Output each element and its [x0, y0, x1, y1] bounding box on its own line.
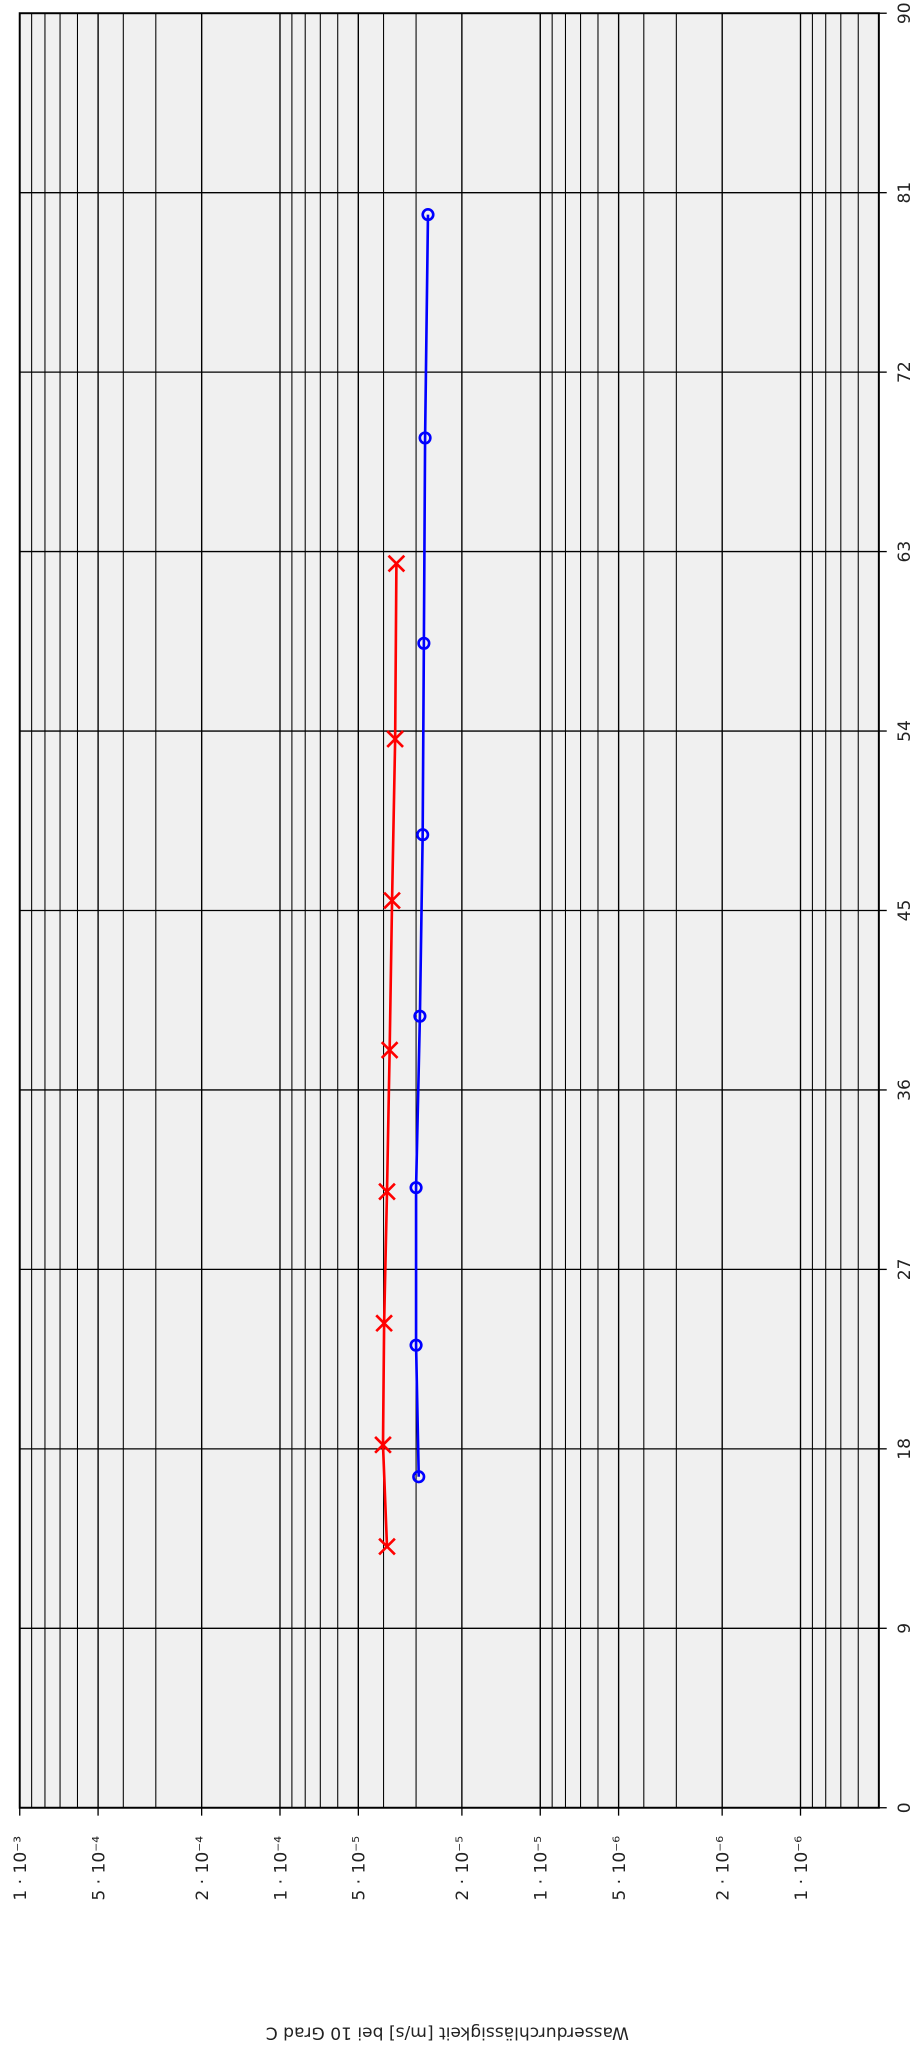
data-point [409, 1181, 423, 1195]
data-point [418, 431, 432, 445]
data-point [380, 1041, 399, 1059]
x-tick-label: 36 [895, 1079, 915, 1101]
data-point [374, 1436, 392, 1454]
data-point [375, 1314, 393, 1333]
y-tick-label: 1 · 10⁻³ [11, 1836, 31, 1901]
x-tick-label: 9 [895, 1623, 915, 1634]
x-tick-label: 45 [895, 900, 915, 922]
data-point [409, 1338, 423, 1352]
data-point [378, 1537, 396, 1556]
data-point [413, 1009, 427, 1023]
y-tick-label: 5 · 10⁻⁶ [610, 1836, 630, 1901]
y-axis-title: Wasserdurchlässigkeit [m/s] bei 10 Grad … [266, 2023, 629, 2043]
series-line [414, 214, 430, 1477]
y-tick-label: 5 · 10⁻⁵ [350, 1836, 370, 1901]
y-tick-label: 1 · 10⁻⁶ [792, 1836, 812, 1901]
y-tick-label: 2 · 10⁻⁴ [193, 1836, 213, 1901]
data-point [378, 1182, 396, 1201]
y-tick-label: 2 · 10⁻⁵ [453, 1836, 473, 1901]
x-tick-label: 81 [895, 182, 915, 204]
x-tick-label: 90 [895, 2, 915, 24]
series-line [381, 563, 398, 1547]
data-point [387, 554, 406, 573]
y-tick-label: 2 · 10⁻⁶ [713, 1836, 733, 1901]
x-tick-label: 63 [895, 541, 915, 563]
data-point [412, 1470, 426, 1484]
x-tick-label: 72 [895, 361, 915, 383]
x-tick-label: 54 [895, 720, 915, 742]
x-tick-label: 18 [895, 1438, 915, 1460]
y-tick-label: 1 · 10⁻⁴ [271, 1836, 291, 1901]
data-point [383, 891, 401, 910]
x-tick-label: 0 [895, 1802, 915, 1813]
data-point [416, 828, 430, 842]
plot-border [18, 12, 880, 1809]
y-tick-label: 5 · 10⁻⁴ [89, 1836, 109, 1901]
data-point [417, 636, 431, 650]
y-tick-label: 1 · 10⁻⁵ [532, 1836, 552, 1901]
data-point [386, 730, 404, 748]
x-tick-label: 27 [895, 1259, 915, 1281]
data-point [421, 208, 435, 222]
